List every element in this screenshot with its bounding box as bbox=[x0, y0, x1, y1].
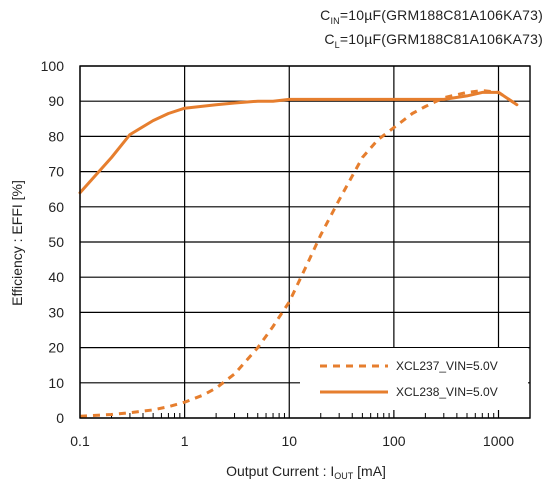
cl-value: =10µF(GRM188C81A106KA73) bbox=[339, 31, 543, 47]
y-tick-label: 60 bbox=[48, 199, 64, 215]
y-tick-label: 30 bbox=[48, 304, 64, 320]
y-tick-label: 10 bbox=[48, 375, 64, 391]
legend-background-layer bbox=[300, 348, 528, 410]
series-line-xcl238-vin-5-0v bbox=[78, 90, 519, 195]
x-tick-label: 100 bbox=[382, 433, 406, 449]
y-tick-label: 0 bbox=[56, 410, 64, 426]
cin-value: =10µF(GRM188C81A106KA73) bbox=[339, 7, 543, 23]
legend-label: XCL237_VIN=5.0V bbox=[396, 359, 498, 373]
cin-prefix: C bbox=[320, 7, 331, 23]
x-axis-title-subscript: OUT bbox=[334, 471, 354, 481]
cin-subscript: IN bbox=[330, 15, 340, 26]
x-axis-title-prefix: Output Current : I bbox=[226, 463, 334, 479]
y-tick-label: 40 bbox=[48, 269, 64, 285]
legend-label: XCL238_VIN=5.0V bbox=[396, 385, 498, 399]
y-tick-label: 80 bbox=[48, 128, 64, 144]
legend: XCL237_VIN=5.0V XCL238_VIN=5.0V bbox=[320, 359, 498, 399]
legend-background bbox=[300, 348, 528, 410]
y-tick-label: 90 bbox=[48, 93, 64, 109]
y-tick-label: 70 bbox=[48, 164, 64, 180]
x-axis-title-suffix: [mA] bbox=[353, 463, 386, 479]
y-axis-title: Efficiency : EFFI [%] bbox=[9, 180, 25, 306]
cl-condition-label: CL=10µF(GRM188C81A106KA73) bbox=[324, 31, 543, 50]
cl-subscript: L bbox=[334, 39, 340, 50]
cin-condition-label: CIN=10µF(GRM188C81A106KA73) bbox=[320, 7, 543, 26]
plot-frame bbox=[79, 65, 531, 419]
x-tick-label: 10 bbox=[281, 433, 297, 449]
series-layer bbox=[78, 89, 519, 418]
plot-frame-layer bbox=[79, 65, 531, 419]
tick-labels-layer: 0 10 20 30 40 50 60 70 80 90 100 0.1 1 10 100 1000 bbox=[41, 58, 515, 449]
cl-prefix: C bbox=[324, 31, 335, 47]
x-tick-label: 0.1 bbox=[70, 433, 90, 449]
x-tick-label: 1000 bbox=[483, 433, 514, 449]
x-tick-label: 1 bbox=[181, 433, 189, 449]
x-axis-title: Output Current : IOUT [mA] bbox=[226, 463, 386, 481]
y-tick-label: 50 bbox=[48, 234, 64, 250]
y-tick-label: 20 bbox=[48, 340, 64, 356]
minor-ticks-layer bbox=[110, 413, 495, 418]
y-tick-label: 100 bbox=[41, 58, 65, 74]
